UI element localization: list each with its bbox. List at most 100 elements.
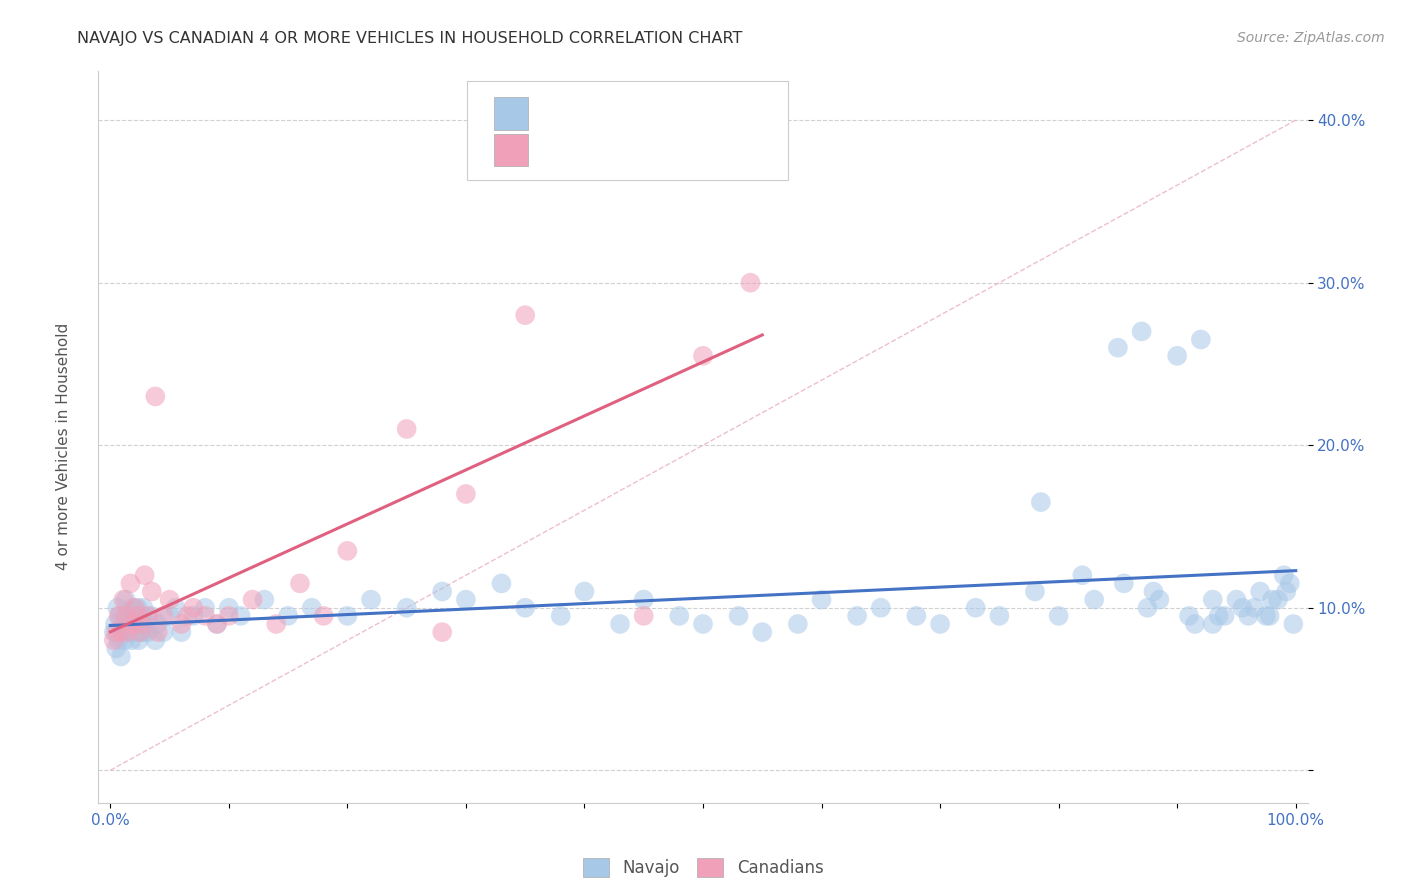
Point — [786, 617, 808, 632]
Point — [1071, 568, 1094, 582]
Point — [146, 625, 169, 640]
Text: 0.472: 0.472 — [598, 140, 652, 158]
Point — [134, 568, 156, 582]
Point — [905, 608, 928, 623]
Point — [432, 584, 454, 599]
Point — [301, 600, 323, 615]
Point — [114, 592, 136, 607]
Point — [1136, 600, 1159, 615]
Point — [432, 625, 454, 640]
Point — [740, 276, 762, 290]
Point — [194, 608, 217, 623]
Point — [117, 625, 139, 640]
Point — [1202, 617, 1225, 632]
Text: 4 or more Vehicles in Household: 4 or more Vehicles in Household — [56, 322, 70, 570]
Point — [1107, 341, 1129, 355]
Point — [181, 608, 204, 623]
Point — [574, 161, 596, 176]
Point — [360, 592, 382, 607]
Point — [1278, 576, 1301, 591]
Point — [277, 608, 299, 623]
FancyBboxPatch shape — [494, 134, 527, 167]
Point — [1232, 600, 1254, 615]
Point — [111, 625, 134, 640]
Point — [264, 617, 287, 632]
Point — [110, 649, 132, 664]
Point — [1178, 608, 1201, 623]
Point — [810, 592, 832, 607]
Point — [1024, 584, 1046, 599]
Point — [336, 608, 359, 623]
Point — [112, 592, 135, 607]
Point — [1142, 584, 1164, 599]
Legend: Navajo, Canadians: Navajo, Canadians — [576, 851, 830, 884]
Point — [131, 608, 153, 623]
Point — [846, 608, 869, 623]
Point — [312, 608, 335, 623]
Point — [574, 584, 596, 599]
Point — [1166, 349, 1188, 363]
Point — [1243, 600, 1265, 615]
Point — [141, 584, 163, 599]
Point — [135, 617, 157, 632]
Point — [395, 422, 418, 436]
Point — [965, 600, 987, 615]
Point — [107, 608, 129, 623]
Point — [181, 600, 204, 615]
Point — [1083, 592, 1105, 607]
Point — [121, 600, 143, 615]
Point — [108, 608, 131, 623]
Point — [132, 600, 155, 615]
Point — [125, 608, 148, 623]
Point — [122, 617, 145, 632]
Point — [1282, 617, 1305, 632]
Point — [1249, 584, 1271, 599]
Point — [751, 625, 773, 640]
Point — [136, 608, 159, 623]
Text: 39: 39 — [718, 140, 742, 158]
Point — [124, 625, 146, 640]
Point — [103, 633, 125, 648]
Text: N =: N = — [671, 103, 703, 121]
Point — [127, 608, 149, 623]
Point — [117, 617, 139, 632]
FancyBboxPatch shape — [467, 81, 787, 179]
Point — [152, 625, 174, 640]
Point — [159, 592, 181, 607]
Point — [129, 625, 152, 640]
Point — [633, 592, 655, 607]
Text: N =: N = — [671, 140, 703, 158]
Point — [1029, 495, 1052, 509]
Point — [112, 617, 135, 632]
Point — [454, 592, 477, 607]
Point — [176, 608, 198, 623]
Point — [218, 608, 240, 623]
Point — [143, 389, 166, 403]
Point — [336, 544, 359, 558]
Point — [120, 576, 142, 591]
Point — [152, 608, 174, 623]
Point — [105, 625, 128, 640]
Point — [103, 625, 125, 640]
Point — [288, 576, 311, 591]
Point — [229, 608, 252, 623]
Point — [609, 617, 631, 632]
Point — [550, 608, 572, 623]
Point — [1208, 608, 1230, 623]
Point — [395, 600, 418, 615]
Point — [127, 600, 149, 615]
Point — [692, 349, 714, 363]
Point — [1184, 617, 1206, 632]
Point — [128, 633, 150, 648]
Point — [253, 592, 276, 607]
Point — [120, 608, 142, 623]
Point — [115, 625, 138, 640]
Point — [170, 617, 193, 632]
Point — [1112, 576, 1135, 591]
Point — [205, 617, 228, 632]
Point — [1225, 592, 1247, 607]
Point — [1275, 584, 1298, 599]
Point — [129, 617, 152, 632]
Point — [121, 617, 143, 632]
Point — [1213, 608, 1236, 623]
